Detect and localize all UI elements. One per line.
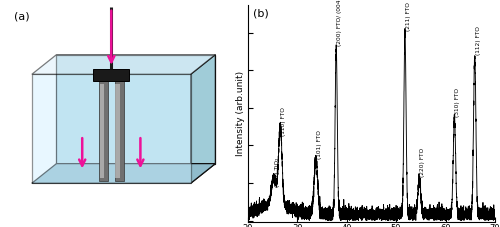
Polygon shape — [32, 74, 191, 183]
Text: (200) FTO/ (004)TiO2: (200) FTO/ (004)TiO2 — [337, 0, 342, 46]
Polygon shape — [191, 55, 216, 183]
Text: (b): (b) — [252, 9, 268, 19]
Text: (310) FTO: (310) FTO — [456, 88, 460, 117]
Text: (101) FTO: (101) FTO — [317, 130, 322, 159]
Polygon shape — [32, 164, 216, 183]
Text: (a): (a) — [14, 11, 30, 21]
Bar — [116, 84, 119, 178]
Bar — [100, 84, 104, 178]
Bar — [114, 81, 124, 181]
Text: (220) FTO: (220) FTO — [420, 148, 426, 177]
Text: (110) FTO: (110) FTO — [282, 107, 286, 136]
Bar — [94, 69, 129, 81]
Y-axis label: Intensity (arb.unit): Intensity (arb.unit) — [236, 71, 245, 156]
Text: (211) FTO: (211) FTO — [406, 2, 411, 31]
Polygon shape — [32, 55, 216, 74]
Bar — [99, 81, 108, 181]
Text: (101) TiO₂: (101) TiO₂ — [275, 157, 280, 187]
Text: (112) FTO: (112) FTO — [476, 26, 480, 55]
Polygon shape — [56, 55, 216, 164]
